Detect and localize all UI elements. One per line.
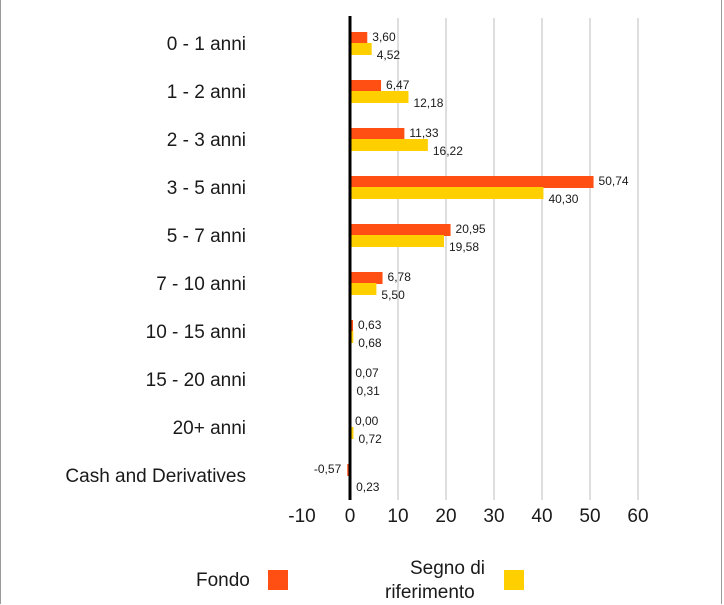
fondo-bar (350, 320, 354, 332)
fondo-bar (350, 80, 382, 92)
fondo-bar (350, 32, 368, 44)
legend-fondo-swatch (268, 570, 288, 590)
category-label: 3 - 5 anni (167, 178, 246, 199)
fondo-data-label: 50,74 (599, 174, 629, 188)
legend-benchmark-label-line1: Segno di (410, 558, 486, 579)
legend-fondo-label: Fondo (196, 570, 250, 591)
x-tick-label: 20 (435, 506, 456, 527)
category-label: 20+ anni (173, 418, 246, 439)
fondo-data-label: 6,47 (386, 78, 410, 92)
legend-benchmark-label-line2: riferimento (385, 582, 475, 603)
category-label: 10 - 15 anni (146, 322, 246, 343)
benchmark-data-label: 12,18 (413, 96, 443, 110)
benchmark-bar (350, 235, 444, 247)
fondo-data-label: 11,33 (409, 126, 438, 140)
fondo-bar (350, 176, 594, 188)
fondo-bar (350, 128, 405, 140)
category-label: 7 - 10 anni (156, 274, 246, 295)
benchmark-data-label: 0,23 (356, 480, 380, 494)
x-tick-label: 40 (531, 506, 552, 527)
benchmark-bar (350, 91, 409, 103)
category-label: 0 - 1 anni (167, 34, 246, 55)
fondo-data-label: -0,57 (314, 462, 342, 476)
category-label: 5 - 7 anni (167, 226, 246, 247)
category-label: 2 - 3 anni (167, 130, 246, 151)
x-tick-label: -10 (288, 506, 315, 527)
fondo-bar (350, 272, 383, 284)
benchmark-data-label: 4,52 (377, 48, 401, 62)
x-tick-label: 30 (483, 506, 504, 527)
legend-benchmark-swatch (504, 570, 524, 590)
fondo-data-label: 20,95 (456, 222, 486, 236)
x-tick-label: 0 (345, 506, 356, 527)
benchmark-bar (350, 43, 372, 55)
category-label: 1 - 2 anni (167, 82, 246, 103)
benchmark-bar (350, 331, 354, 343)
fondo-data-label: 0,63 (358, 318, 382, 332)
benchmark-bar (350, 283, 377, 295)
benchmark-data-label: 16,22 (433, 144, 463, 158)
fondo-data-label: 3,60 (372, 30, 396, 44)
fondo-bar (350, 224, 451, 236)
benchmark-data-label: 40,30 (548, 192, 578, 206)
x-tick-label: 10 (387, 506, 408, 527)
benchmark-data-label: 5,50 (381, 288, 405, 302)
benchmark-data-label: 0,31 (356, 384, 380, 398)
x-tick-label: 60 (627, 506, 648, 527)
benchmark-data-label: 0,68 (358, 336, 382, 350)
fondo-data-label: 0,07 (355, 366, 379, 380)
benchmark-data-label: 19,58 (449, 240, 479, 254)
category-label: Cash and Derivatives (65, 466, 246, 487)
fondo-data-label: 0,00 (355, 414, 379, 428)
x-tick-label: 50 (579, 506, 600, 527)
fondo-data-label: 6,78 (388, 270, 412, 284)
benchmark-bar (350, 427, 354, 439)
benchmark-bar (350, 187, 544, 199)
benchmark-data-label: 0,72 (358, 432, 382, 446)
category-label: 15 - 20 anni (146, 370, 246, 391)
benchmark-bar (350, 139, 428, 151)
